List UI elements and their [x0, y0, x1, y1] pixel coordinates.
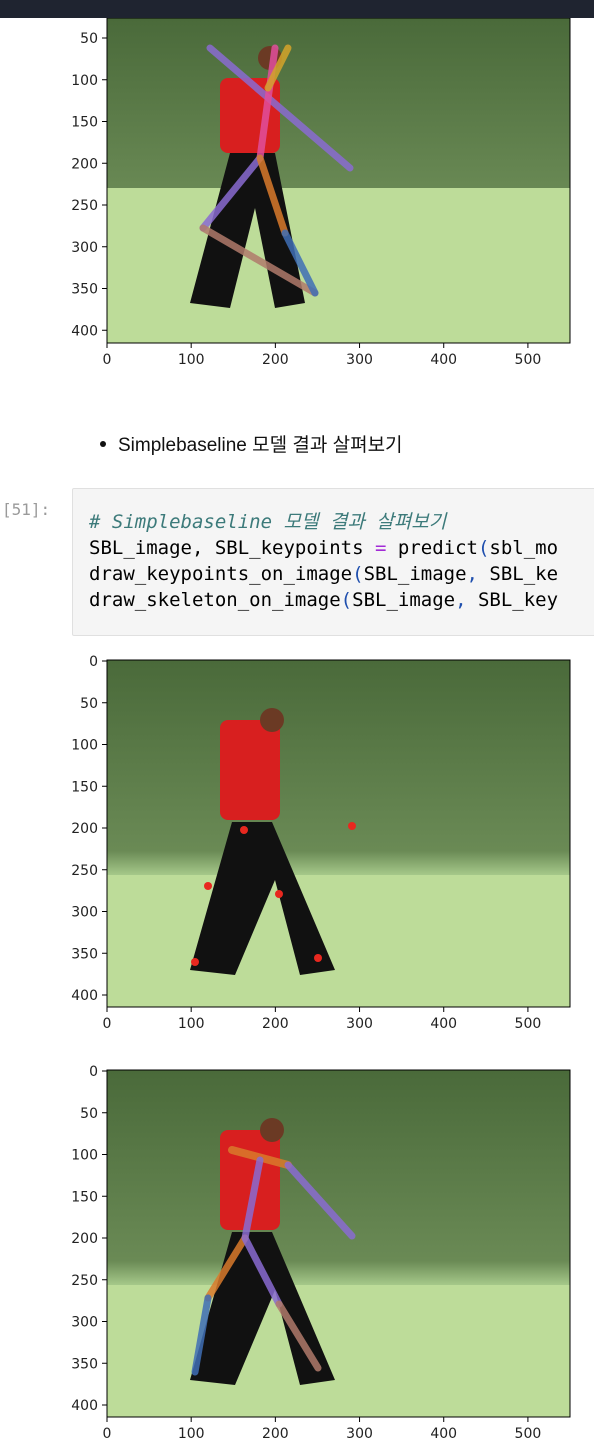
y-tick-label: 150: [71, 115, 98, 131]
x-tick-label: 100: [178, 352, 205, 368]
plot-2-svg: 0 50 100 150 200 250 300 350 400 0 100 200 300 400 50…: [60, 650, 590, 1040]
x-tick-label: 200: [262, 1426, 289, 1442]
code-content[interactable]: # Simplebaseline 모델 결과 살펴보기 SBL_image, S…: [89, 509, 558, 613]
y-tick-label: 250: [71, 863, 98, 879]
y-tick-label: 100: [71, 73, 98, 89]
y-tick-label: 50: [80, 696, 98, 712]
x-tick-label: 500: [515, 1426, 542, 1442]
y-tick-label: 300: [71, 240, 98, 256]
y-tick-label: 200: [71, 821, 98, 837]
y-tick-label: 0: [89, 654, 98, 670]
y-tick-label: 150: [71, 1189, 98, 1205]
x-tick-label: 100: [178, 1016, 205, 1032]
x-tick-label: 100: [178, 1426, 205, 1442]
x-tick-label: 0: [103, 352, 112, 368]
x-tick-label: 300: [346, 1016, 373, 1032]
cell-prompt: [51]:: [2, 500, 50, 519]
y-tick-label: 200: [71, 156, 98, 172]
x-tick-label: 300: [346, 1426, 373, 1442]
y-tick-label: 300: [71, 905, 98, 921]
code-line-4: draw_skeleton_on_image(SBL_image, SBL_ke…: [89, 589, 558, 611]
code-comment: # Simplebaseline 모델 결과 살펴보기: [89, 511, 446, 533]
plot-3-x-axis: 0 100 200 300 400 500: [103, 1417, 542, 1442]
output-plot-3: 0 50 100 150 200 250 300 350 400 0 100 200 300 400 50…: [60, 1060, 590, 1450]
y-tick-label: 400: [71, 323, 98, 339]
y-tick-label: 200: [71, 1231, 98, 1247]
x-tick-label: 200: [262, 1016, 289, 1032]
y-tick-label: 300: [71, 1315, 98, 1331]
plot-2-y-axis: 0 50 100 150 200 250 300 350 400: [71, 654, 107, 1004]
y-tick-label: 100: [71, 738, 98, 754]
output-plot-2: 0 50 100 150 200 250 300 350 400 0 100 200 300 400 50…: [60, 650, 590, 1040]
x-tick-label: 400: [430, 1016, 457, 1032]
markdown-bullet: Simplebaseline 모델 결과 살펴보기: [100, 430, 403, 457]
y-tick-label: 350: [71, 946, 98, 962]
y-tick-label: 400: [71, 1398, 98, 1414]
output-plot-1: 50 100 150 200 250 300 350 400 0 100 200 300 400 500: [60, 18, 590, 378]
x-tick-label: 500: [515, 352, 542, 368]
x-tick-label: 0: [103, 1016, 112, 1032]
plot-3-svg: 0 50 100 150 200 250 300 350 400 0 100 200 300 400 50…: [60, 1060, 590, 1450]
x-tick-label: 500: [515, 1016, 542, 1032]
y-tick-label: 350: [71, 282, 98, 298]
y-tick-label: 250: [71, 1273, 98, 1289]
plot-2-x-axis: 0 100 200 300 400 500: [103, 1007, 542, 1032]
code-cell[interactable]: # Simplebaseline 모델 결과 살펴보기 SBL_image, S…: [72, 488, 594, 636]
code-line-2: SBL_image, SBL_keypoints = predict(sbl_m…: [89, 537, 558, 559]
y-tick-label: 0: [89, 1064, 98, 1080]
plot-1-y-axis: 50 100 150 200 250 300 350 400: [71, 31, 107, 339]
y-tick-label: 150: [71, 779, 98, 795]
top-bar: [0, 0, 594, 18]
y-tick-label: 350: [71, 1356, 98, 1372]
code-line-3: draw_keypoints_on_image(SBL_image, SBL_k…: [89, 563, 558, 585]
y-tick-label: 250: [71, 198, 98, 214]
x-tick-label: 200: [262, 352, 289, 368]
y-tick-label: 50: [80, 31, 98, 47]
x-tick-label: 400: [430, 1426, 457, 1442]
x-tick-label: 300: [346, 352, 373, 368]
y-tick-label: 50: [80, 1106, 98, 1122]
x-tick-label: 0: [103, 1426, 112, 1442]
bullet-dot: [100, 441, 106, 447]
plot-3-y-axis: 0 50 100 150 200 250 300 350 400: [71, 1064, 107, 1414]
x-tick-label: 400: [430, 352, 457, 368]
y-tick-label: 400: [71, 988, 98, 1004]
y-tick-label: 100: [71, 1148, 98, 1164]
markdown-text: Simplebaseline 모델 결과 살펴보기: [118, 435, 403, 456]
plot-1-x-axis: 0 100 200 300 400 500: [103, 343, 542, 368]
plot-1-svg: 50 100 150 200 250 300 350 400 0 100 200 300 400 500: [60, 18, 590, 378]
